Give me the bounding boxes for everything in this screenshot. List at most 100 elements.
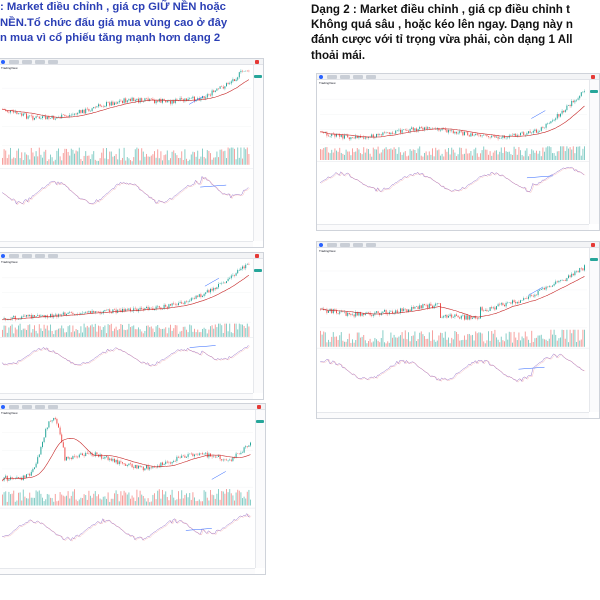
time-axis[interactable] <box>0 393 253 399</box>
toolbar-tab[interactable] <box>22 405 32 409</box>
toolbar-tab[interactable] <box>353 243 363 247</box>
volume-bar <box>355 151 357 160</box>
candle <box>395 130 397 134</box>
volume-bar <box>24 328 26 337</box>
volume-bar <box>324 147 326 160</box>
volume-bar <box>90 495 91 506</box>
toolbar-tab[interactable] <box>35 254 45 258</box>
candle <box>162 462 163 465</box>
volume-bar <box>197 500 199 506</box>
chart-toolbar[interactable] <box>0 253 263 259</box>
chart-toolbar[interactable] <box>0 404 265 410</box>
volume-bar <box>521 336 523 347</box>
toolbar-tab[interactable] <box>48 254 58 258</box>
toolbar-tab[interactable] <box>22 60 32 64</box>
candle <box>64 114 66 116</box>
volume-bar <box>460 147 462 160</box>
candle <box>146 306 147 309</box>
candle <box>166 100 168 103</box>
candle <box>536 129 537 133</box>
volume-bar <box>133 157 135 165</box>
candle <box>331 133 333 137</box>
volume-bar <box>526 148 528 160</box>
volume-bar <box>189 159 191 165</box>
toolbar-tab[interactable] <box>35 405 45 409</box>
candle <box>339 134 341 137</box>
candle <box>403 308 405 312</box>
time-axis[interactable] <box>0 568 255 574</box>
volume-bar <box>53 334 55 337</box>
candle <box>58 314 59 317</box>
publish-icon[interactable] <box>591 243 595 247</box>
publish-icon[interactable] <box>255 254 259 258</box>
volume-bar <box>452 149 454 160</box>
toolbar-tab[interactable] <box>9 60 19 64</box>
chart-toolbar[interactable] <box>317 74 599 80</box>
volume-bar <box>142 151 144 165</box>
toolbar-tab[interactable] <box>327 75 337 79</box>
chart-toolbar[interactable] <box>317 242 599 248</box>
chart-canvas[interactable] <box>317 242 599 418</box>
volume-bar <box>230 147 232 165</box>
volume-bar <box>131 495 133 506</box>
candle <box>376 134 377 138</box>
volume-bar <box>192 151 194 165</box>
volume-bar <box>74 153 75 165</box>
time-axis[interactable] <box>317 412 589 418</box>
toolbar-tab[interactable] <box>366 243 376 247</box>
candle <box>56 117 58 119</box>
publish-icon[interactable] <box>591 75 595 79</box>
candle <box>66 456 67 461</box>
indicator-signal-line <box>321 167 586 193</box>
volume-bar <box>174 500 176 506</box>
time-axis[interactable] <box>317 224 589 230</box>
toolbar-tab[interactable] <box>340 75 350 79</box>
chart-canvas[interactable] <box>317 74 599 230</box>
time-axis[interactable] <box>0 241 253 247</box>
price-axis[interactable] <box>589 248 599 412</box>
toolbar-tab[interactable] <box>9 254 19 258</box>
volume-bar <box>523 338 525 347</box>
volume-bar <box>181 151 183 165</box>
toolbar-tab[interactable] <box>327 243 337 247</box>
volume-bar <box>181 490 183 506</box>
candle <box>388 132 390 135</box>
volume-bar <box>326 342 328 347</box>
candle <box>448 130 449 133</box>
toolbar-tab[interactable] <box>22 254 32 258</box>
candle <box>40 315 42 317</box>
candle <box>569 104 571 107</box>
candle <box>206 94 208 98</box>
chart-canvas[interactable] <box>0 253 263 399</box>
volume-bar <box>13 157 15 165</box>
candle <box>577 98 579 100</box>
volume-bar <box>133 325 135 337</box>
publish-icon[interactable] <box>257 405 261 409</box>
toolbar-tab[interactable] <box>48 60 58 64</box>
moving-average-line <box>320 105 585 138</box>
volume-bar <box>238 323 240 337</box>
volume-bar <box>192 331 194 337</box>
toolbar-tab[interactable] <box>35 60 45 64</box>
toolbar-tab[interactable] <box>9 405 19 409</box>
toolbar-tab[interactable] <box>353 75 363 79</box>
volume-bar <box>32 329 34 337</box>
toolbar-tab[interactable] <box>366 75 376 79</box>
candle <box>360 312 361 316</box>
publish-icon[interactable] <box>255 60 259 64</box>
chart-toolbar[interactable] <box>0 59 263 65</box>
price-axis[interactable] <box>253 65 263 241</box>
toolbar-tab[interactable] <box>340 243 350 247</box>
toolbar-tab[interactable] <box>48 405 58 409</box>
volume-bar <box>470 335 472 347</box>
chart-canvas[interactable] <box>0 404 265 574</box>
candle <box>518 301 520 303</box>
price-axis[interactable] <box>589 80 599 224</box>
volume-bar <box>468 333 470 347</box>
price-axis[interactable] <box>255 410 265 568</box>
indicator-signal-line <box>321 354 586 383</box>
chart-canvas[interactable] <box>0 59 263 247</box>
price-axis[interactable] <box>253 259 263 393</box>
volume-bar <box>497 339 499 347</box>
candle <box>534 294 536 297</box>
